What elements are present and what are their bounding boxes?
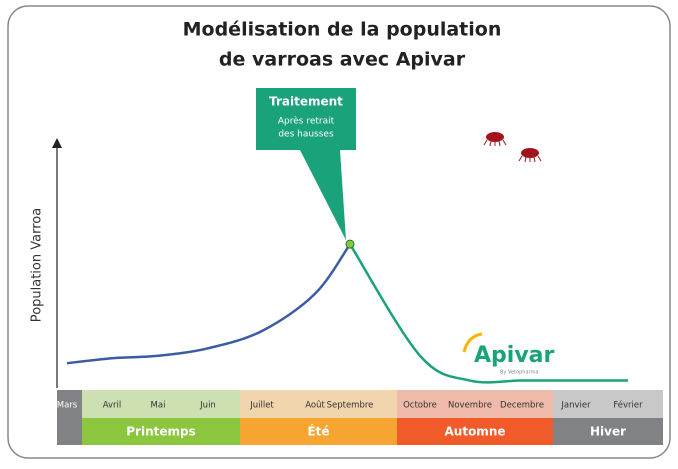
season-band [57,390,82,445]
x-tick-label: Juin [199,401,216,411]
chart-title: de varroas avec Apivar [219,49,466,71]
season-label: Hiver [590,425,626,439]
y-axis-label: Population Varroa [30,208,45,322]
callout-title: Traitement [269,95,343,109]
x-tick-label: Février [613,400,643,411]
x-tick-label: Decembre [500,401,544,411]
peak-marker [346,240,354,248]
season-label: Été [307,424,329,439]
x-tick-label: Septembre [327,401,374,411]
chart: Modélisation de la population de varroas… [0,0,678,465]
x-tick-label: Juillet [249,401,274,411]
callout-text: Après retrait [278,116,335,127]
x-tick-label: Octobre [403,401,437,411]
chart-title: Modélisation de la population [183,19,502,41]
callout-text: des hausses [278,130,334,140]
x-tick-label: Janvier [560,401,591,411]
x-tick-label: Août [305,401,325,411]
x-tick-label: Mars [57,401,78,411]
logo: Apivar [474,343,555,368]
x-tick-label: Avril [103,401,122,411]
logo-tagline: By Vetopharma [500,370,538,376]
season-label: Printemps [126,425,195,439]
x-tick-label: Novembre [448,401,492,411]
season-label: Automne [445,425,506,439]
x-tick-label: Mai [151,401,166,411]
